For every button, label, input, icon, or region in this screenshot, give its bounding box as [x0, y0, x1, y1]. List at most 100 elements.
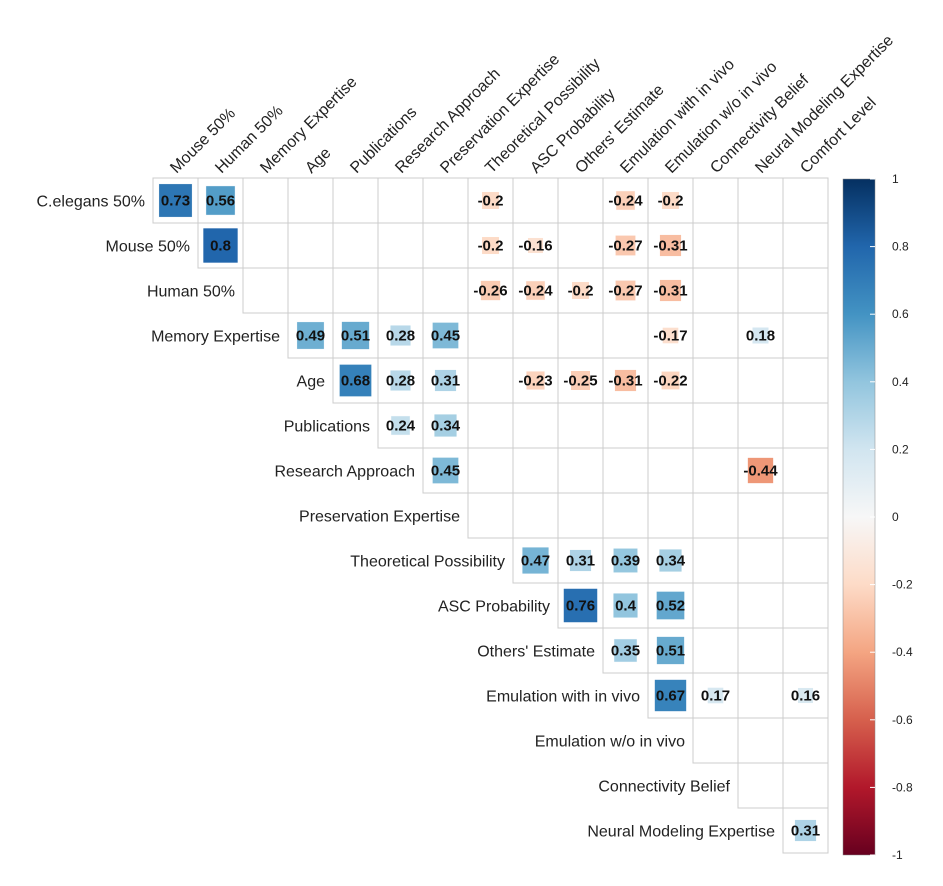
correlation-cells: 0.73 0.56 -0.2 -0.24 -0.2 0.8 -0.2 -0.16 -0.27 -0… [158, 183, 820, 842]
correlation-cell [794, 819, 817, 842]
grid-cell [737, 537, 784, 584]
grid-cell [467, 492, 514, 539]
correlation-value-label: -0.44 [743, 463, 778, 480]
grid-cell [782, 717, 829, 764]
grid-cell [692, 627, 739, 674]
correlation-cell [615, 280, 636, 301]
grid-cell [332, 222, 379, 269]
grid-cell [287, 267, 334, 314]
correlation-value-label: 0.68 [341, 373, 370, 390]
correlation-cell [205, 185, 236, 216]
correlation-cell [434, 369, 457, 392]
grid-cell [782, 762, 829, 809]
row-label-theoretical-possibility: Theoretical Possibility [350, 554, 505, 571]
correlation-value-label: 0.76 [566, 598, 595, 615]
grid-cell [782, 222, 829, 269]
correlation-value-label: -0.31 [608, 373, 642, 390]
correlation-value-label: 0.31 [566, 553, 595, 570]
colorbar-tick-label: -0.2 [892, 578, 913, 592]
grid-cell [692, 537, 739, 584]
correlation-value-label: 0.35 [611, 643, 640, 660]
correlation-value-label: -0.26 [473, 283, 507, 300]
correlation-cell [661, 191, 680, 210]
correlation-value-label: 0.31 [431, 373, 460, 390]
row-label-age: Age [297, 374, 326, 391]
grid-cell [557, 492, 604, 539]
correlation-cell [521, 546, 550, 575]
correlation-cell [389, 324, 412, 347]
correlation-cell [613, 638, 638, 663]
correlation-cell [656, 591, 685, 620]
colorbar-gradient [842, 178, 876, 856]
grid-cell [557, 222, 604, 269]
correlation-cell [481, 191, 500, 210]
correlation-cell [615, 190, 636, 211]
correlation-value-label: 0.34 [431, 418, 461, 435]
correlation-value-label: 0.73 [161, 193, 190, 210]
correlation-value-label: -0.17 [653, 328, 687, 345]
row-labels: C.elegans 50% Mouse 50% Human 50% Memory Ex… [36, 194, 775, 841]
row-label-human-50: Human 50% [147, 284, 235, 301]
correlation-cell [433, 413, 458, 438]
correlation-cell [527, 237, 544, 254]
grid-cell [737, 222, 784, 269]
correlation-cell [296, 321, 325, 350]
colorbar-tick-label: -0.4 [892, 645, 913, 659]
grid-cell [647, 492, 694, 539]
correlation-cell [615, 235, 636, 256]
correlation-cell [158, 183, 193, 218]
grid-cell [332, 177, 379, 224]
grid-cell [692, 402, 739, 449]
correlation-cell [339, 364, 372, 397]
grid-cell [242, 222, 289, 269]
colorbar-tick-label: 0.8 [892, 240, 909, 254]
grid-cell [512, 312, 559, 359]
grid [152, 177, 829, 854]
correlation-value-label: 0.31 [791, 823, 820, 840]
correlation-cell [659, 234, 682, 257]
correlation-cell [656, 636, 685, 665]
correlation-value-label: -0.27 [608, 238, 642, 255]
correlation-cell [662, 327, 679, 344]
correlation-value-label: 0.16 [791, 688, 820, 705]
correlation-value-label: -0.27 [608, 283, 642, 300]
correlation-value-label: -0.31 [653, 283, 687, 300]
correlation-value-label: 0.18 [746, 328, 775, 345]
correlation-value-label: -0.2 [568, 283, 594, 300]
correlation-cell [747, 457, 774, 484]
correlation-value-label: -0.24 [518, 283, 553, 300]
grid-cell [467, 357, 514, 404]
grid-cell [782, 807, 829, 854]
grid-cell [737, 177, 784, 224]
correlation-value-label: 0.45 [431, 463, 460, 480]
grid-cell [377, 177, 424, 224]
correlation-cell [432, 457, 459, 484]
correlation-value-label: 0.39 [611, 553, 640, 570]
correlation-value-label: -0.23 [518, 373, 552, 390]
grid-cell [782, 357, 829, 404]
grid-cell [782, 582, 829, 629]
correlation-cell [613, 548, 638, 573]
row-label-emulation-with-in-vivo: Emulation with in vivo [486, 689, 640, 706]
correlation-cell [563, 588, 598, 623]
correlation-value-label: -0.2 [658, 193, 684, 210]
correlation-value-label: -0.31 [653, 238, 687, 255]
grid-cell [737, 357, 784, 404]
grid-cell [557, 402, 604, 449]
correlation-value-label: 0.28 [386, 328, 415, 345]
grid-cell [602, 447, 649, 494]
grid-cell [422, 222, 469, 269]
correlation-value-label: 0.49 [296, 328, 325, 345]
row-label-memory-expertise: Memory Expertise [151, 329, 280, 346]
correlation-cell [525, 370, 546, 391]
correlation-cell [341, 321, 370, 350]
grid-cell [782, 402, 829, 449]
grid-cell [242, 267, 289, 314]
correlation-value-label: 0.34 [656, 553, 686, 570]
row-label-publications: Publications [284, 419, 370, 436]
correlation-value-label: 0.67 [656, 688, 685, 705]
row-label-asc-probability: ASC Probability [438, 599, 550, 616]
grid-cell [737, 762, 784, 809]
colorbar-tick-label: 0.2 [892, 442, 909, 456]
